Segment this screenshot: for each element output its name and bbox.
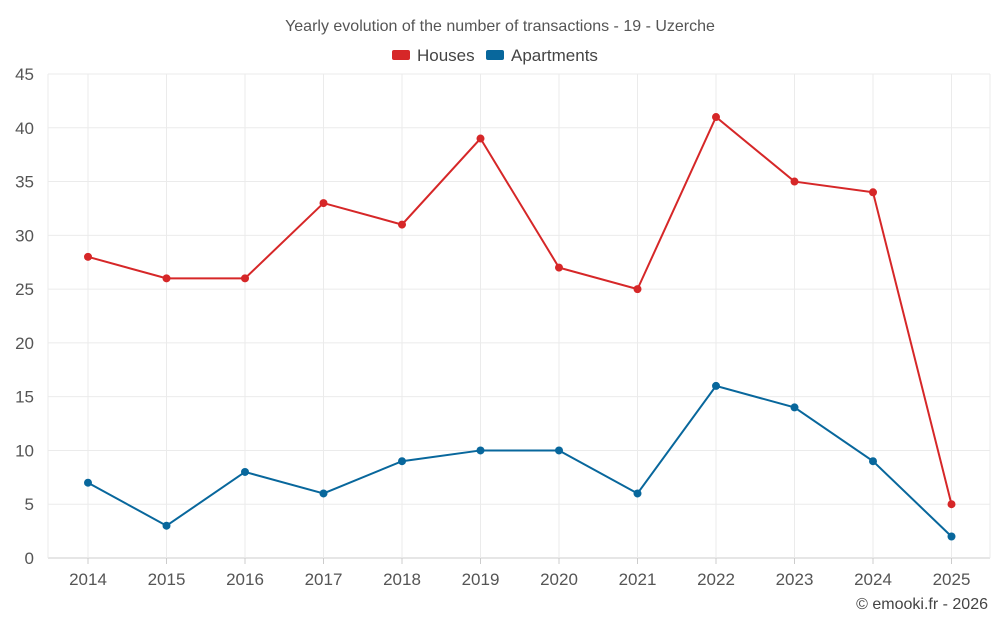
grid: [47, 73, 991, 559]
data-point-apartments: [476, 446, 485, 455]
x-tick-label: 2019: [462, 570, 500, 589]
data-point-apartments: [398, 457, 406, 466]
data-point-houses: [633, 285, 642, 294]
y-tick-label: 35: [15, 173, 34, 192]
y-tick-label: 5: [25, 495, 34, 514]
x-tick-label: 2018: [383, 570, 421, 589]
data-point-houses: [790, 177, 799, 186]
data-point-houses: [712, 113, 720, 122]
data-point-apartments: [633, 489, 642, 498]
x-tick-label: 2023: [776, 570, 814, 589]
y-tick-label: 0: [25, 549, 34, 568]
legend-swatch-apartments: [486, 50, 504, 60]
credit-text: © emooki.fr - 2026: [856, 596, 988, 613]
x-tick-label: 2014: [69, 570, 107, 589]
data-point-apartments: [869, 457, 877, 466]
y-tick-label: 30: [15, 226, 34, 245]
data-point-houses: [476, 134, 485, 143]
y-tick-label: 15: [15, 388, 34, 407]
x-tick-label: 2017: [305, 570, 343, 589]
x-tick-label: 2015: [148, 570, 186, 589]
legend-item-apartments[interactable]: Apartments: [486, 46, 598, 65]
data-point-apartments: [790, 403, 799, 412]
x-tick-label: 2020: [540, 570, 578, 589]
legend-label-houses: Houses: [417, 46, 475, 65]
legend-item-houses[interactable]: Houses: [392, 46, 475, 65]
data-point-houses: [555, 263, 563, 272]
data-point-houses: [319, 199, 328, 208]
x-tick-label: 2021: [619, 570, 657, 589]
data-point-apartments: [241, 467, 249, 476]
x-tick-label: 2022: [697, 570, 735, 589]
y-tick-label: 45: [15, 65, 34, 84]
data-point-apartments: [84, 478, 92, 487]
data-point-houses: [84, 252, 92, 261]
data-point-apartments: [319, 489, 328, 498]
legend: Houses Apartments: [392, 46, 598, 65]
series-group: [84, 113, 956, 541]
y-tick-label: 10: [15, 441, 34, 460]
x-tick-label: 2016: [226, 570, 264, 589]
x-tick-label: 2025: [933, 570, 971, 589]
data-point-apartments: [555, 446, 563, 455]
y-axis: 0 5 10 15 20 25 30 35 40 45: [15, 65, 34, 568]
y-tick-label: 25: [15, 280, 34, 299]
data-point-houses: [947, 500, 956, 509]
legend-swatch-houses: [392, 50, 410, 60]
data-point-houses: [162, 274, 171, 283]
x-axis: 2014 2015 2016 2017 2018 2019 2020 2021 2022 2023…: [69, 558, 970, 589]
data-point-apartments: [947, 532, 956, 541]
data-point-houses: [869, 188, 877, 197]
chart-title: Yearly evolution of the number of transa…: [285, 18, 715, 35]
data-point-apartments: [162, 521, 171, 530]
x-tick-label: 2024: [854, 570, 892, 589]
data-point-houses: [241, 274, 249, 283]
data-point-apartments: [712, 381, 720, 390]
series-line-houses: [87, 115, 953, 505]
y-tick-label: 40: [15, 119, 34, 138]
data-point-houses: [398, 220, 406, 229]
legend-label-apartments: Apartments: [511, 46, 598, 65]
series-line-apartments: [87, 384, 953, 538]
y-tick-label: 20: [15, 334, 34, 353]
